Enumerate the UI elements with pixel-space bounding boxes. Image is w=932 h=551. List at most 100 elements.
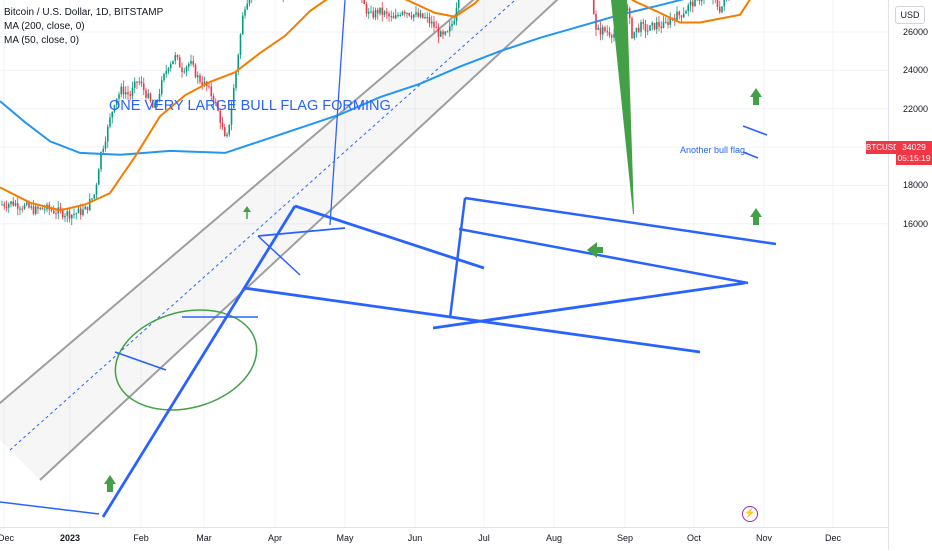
candle-body [41,207,44,210]
candle-body [678,11,681,16]
legend-ma50[interactable]: MA (50, close, 0) [4,35,80,46]
annotation-another-bull-flag[interactable]: Another bull flag. [680,145,748,155]
candle-body [228,124,231,135]
candle-body [426,17,429,19]
channel-fill [0,0,600,480]
chart-legend: Bitcoin / U.S. Dollar, 1D, BITSTAMP MA (… [4,6,163,48]
candle-body [5,206,8,208]
candle-body [698,0,701,2]
candle-body [367,11,370,14]
candle-body [412,14,415,18]
flag-top-line [294,204,485,270]
candle-body [59,207,62,211]
candle-body [95,184,98,195]
candle-body [687,5,690,12]
ma200-line [0,0,685,156]
time-tick-label: Dec [824,533,842,543]
candle-body [115,98,118,106]
candle-body [100,151,102,170]
candle-body [685,11,687,14]
candle-body [39,207,42,209]
time-tick-label: Aug [545,533,563,543]
candle-body [37,206,39,209]
candle-body [30,206,33,208]
candle-body [19,208,21,210]
candle-body [446,31,449,33]
candle-body [370,11,372,13]
channel-upper-line [0,0,475,405]
time-tick-label: Feb [133,533,149,543]
legend-ma200[interactable]: MA (200, close, 0) [4,21,85,32]
candle-body [16,203,19,209]
rising-support-line [432,281,746,330]
candle-body [106,126,109,142]
candle-body [385,11,388,14]
candle-body [394,15,397,19]
green-left-arrow [587,242,603,258]
candle-body [160,80,163,94]
green-thin-arrow-head [243,206,251,212]
candle-body [158,93,161,101]
candle-body [718,6,721,13]
price-tick-label: 24000 [903,65,929,76]
legend-title[interactable]: Bitcoin / U.S. Dollar, 1D, BITSTAMP [4,7,164,18]
candle-body [410,15,413,18]
candle-body [376,9,379,14]
candle-body [388,13,390,17]
candle-body [163,73,165,81]
bull-flag-bottom-line [742,151,759,159]
candle-body [190,60,192,64]
candle-body [185,66,188,72]
candle-body [451,24,453,27]
candle-body [203,81,206,86]
channel-mid-line [9,0,516,451]
candle-body [649,25,651,31]
candle-body [88,199,91,211]
candle-body [223,127,226,137]
price-tick-label: 22000 [903,103,929,114]
candle-body [230,107,233,125]
currency-button[interactable]: USD [895,6,925,24]
candle-body [91,198,93,200]
candle-body [149,93,152,102]
candle-body [604,27,606,32]
candle-body [226,134,228,137]
candle-body [147,93,150,98]
candle-body [237,54,240,72]
candle-body [12,201,15,206]
pole-line-2 [448,197,467,319]
price-axis[interactable]: USD 160001800020000220002400026000280003… [888,0,932,550]
candle-body [7,204,10,208]
candle-body [109,117,111,127]
candle-body [138,81,141,83]
time-axis[interactable]: Dec 2023 Feb Mar Apr May Jun Jul Aug Sep Oct Nov Dec [0,527,888,551]
candle-body [93,194,96,199]
green-up-arrow [750,208,762,225]
candle-body [455,7,458,22]
candle-body [34,206,37,214]
candle-body [448,26,451,32]
last-price-symbol-tag: BTCUSD [866,141,899,154]
candle-body [680,15,683,18]
candle-body [28,202,30,208]
short-flag-diag [257,235,301,276]
short-flag-line [257,227,346,237]
candle-body [372,11,375,18]
candle-body [716,0,719,7]
lightning-event-icon[interactable]: ⚡ [742,506,758,522]
candle-body [653,22,656,30]
candle-body [165,70,168,74]
candle-body [210,86,213,97]
candle-body [613,34,615,38]
candle-body [14,203,17,206]
last-price-tag: 34029 05:15:19 [896,141,932,165]
time-tick-label: Jun [407,533,423,543]
chart-area[interactable]: Bitcoin / U.S. Dollar, 1D, BITSTAMP MA (… [0,0,888,527]
candle-body [637,27,640,32]
ma50-line [0,0,751,212]
candle-body [25,202,28,205]
annotation-bull-flag-title[interactable]: ONE VERY LARGE BULL FLAG FORMING [109,98,391,114]
candle-body [379,7,381,14]
candle-body [68,211,71,219]
candle-body [176,55,179,58]
